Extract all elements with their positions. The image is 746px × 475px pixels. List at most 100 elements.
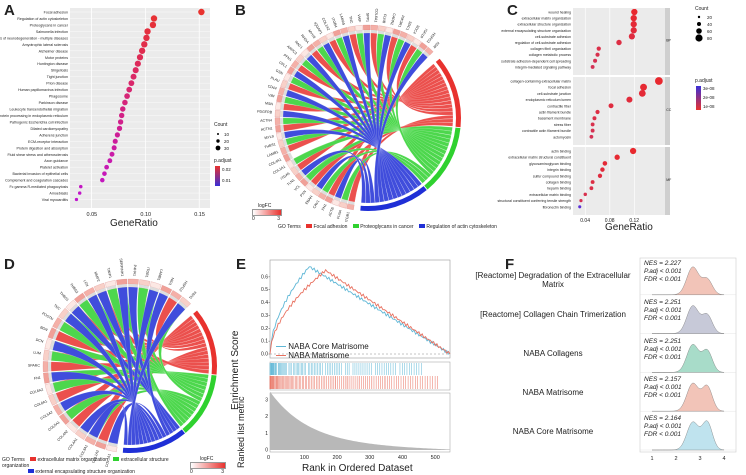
panel-b-gene-label: SPP1 [365, 13, 369, 22]
panel-b-gene-label: COL6A1 [374, 8, 379, 22]
panel-a-term-label: Human papillomavirus infection [18, 88, 68, 92]
panel-b-gene-segment [308, 181, 316, 188]
panel-b-gene-segment [404, 38, 413, 45]
panel-f-xtick: 3 [699, 456, 702, 462]
panel-b-gene-label: COL1A2 [321, 17, 330, 31]
panel-c-xtick: 0.12 [629, 218, 639, 224]
panel-d-gene-segment [128, 284, 139, 288]
panel-c-dot [578, 205, 582, 209]
panel-d-legend-item-0: extracellular matrix organization [37, 457, 109, 463]
panel-a-dotplot: 0.05 0.10 0.15 Focal adhesion Regulation of … [0, 8, 232, 218]
panel-a-dot [107, 158, 113, 164]
panel-f-stat-fdr: FDR < 0.001 [644, 276, 682, 283]
panel-d-letter: D [4, 256, 15, 273]
panel-d-gene-label: THBS1 [59, 291, 70, 302]
panel-d-logfc-title: logFC [200, 456, 214, 462]
panel-b-logfc-segment [363, 24, 371, 31]
panel-f-row-label: [Reactome] Collagen Chain Trimerization [480, 310, 626, 320]
panel-d-gene-label: MMP2 [93, 271, 100, 282]
panel-a-term-label: Amoebiasis [49, 192, 68, 196]
panel-e-ytick-bottom: 3 [265, 398, 268, 404]
panel-b-gene-segment [356, 30, 363, 34]
panel-f-ridge [652, 420, 725, 451]
panel-d-gene-label: THBS2 [69, 282, 79, 294]
panel-b-ribbon [293, 70, 411, 194]
panel-d-gene-segment [48, 372, 53, 383]
panel-d-gene-segment [96, 287, 107, 295]
panel-b-gene-segment [285, 82, 291, 90]
panel-c-padj-tick: 2e-08 [703, 95, 715, 100]
panel-a-term-label: Leukocyte transendothelial migration [9, 108, 68, 112]
panel-e-legend-core: NABA Core Matrisome [288, 342, 369, 351]
panel-f-stat-padj: P.adj < 0.001 [644, 423, 682, 431]
panel-b-gene-label: TLN1 [286, 178, 295, 187]
panel-f-stat-fdr: FDR < 0.001 [644, 353, 682, 361]
panel-c-term-label: fibronectin binding [543, 205, 571, 209]
panel-b-ribbon [363, 32, 394, 201]
panel-d-gene-segment [77, 297, 88, 306]
panel-b-gene-segment [417, 46, 425, 53]
panel-b-legend: GO Terms Focal adhesion Proteoglycans in… [278, 224, 497, 230]
panel-d-chord-diagram: COL1A1 COL1A2COL3A1COL4A1COL4A2COL5A1COL5… [28, 258, 217, 468]
panel-e-es-curve-matrisome [269, 268, 451, 355]
panel-b-gene-label: RAC1 [294, 40, 304, 50]
legend-swatch-blue-d [28, 469, 34, 473]
panel-a-term-label: ECM-receptor interaction [28, 140, 68, 144]
panel-e-xtick: 300 [365, 455, 374, 461]
panel-c-dot [600, 167, 605, 172]
panel-c-dot [583, 192, 587, 197]
panel-d-ribbon [107, 288, 187, 425]
panel-b-gene-segment [280, 117, 284, 125]
panel-b-gene-segment [314, 185, 322, 192]
panel-a-term-label: Viral myocarditis [42, 198, 68, 202]
panel-b-legend-item-2: Regulation of actin cytoskeleton [426, 224, 497, 230]
panel-a-term-label: Huntington disease [37, 62, 68, 66]
panel-b-gene-segment [280, 124, 285, 132]
panel-b-ribbon [322, 150, 429, 194]
panel-a-term-label: Focal adhesion [44, 11, 68, 15]
panel-f-xtick: 1 [651, 456, 654, 462]
panel-a-dot [116, 125, 123, 132]
panel-f-stat-nes: NES = 2.251 [644, 337, 682, 345]
panel-e-legend: NABA Core Matrisome NABA Matrisome [276, 342, 369, 360]
panel-b-gene-segment [377, 30, 385, 35]
panel-b-gene-label: CAV1 [312, 199, 320, 209]
panel-b-gene-segment [298, 170, 306, 178]
panel-a-dot [100, 177, 105, 183]
panel-a-term-label: Platelet activation [40, 166, 68, 170]
panel-a-term-label: Complement and coagulation cascades [5, 179, 68, 183]
panel-e-xtick: 400 [398, 455, 407, 461]
panel-a-dot [111, 145, 117, 151]
panel-b-logfc-tick-1: 3 [277, 216, 280, 222]
panel-b-gene-label: MSN [265, 101, 274, 106]
panel-b-gene-label: SDC1 [405, 21, 412, 31]
panel-b-logfc-segment [274, 109, 281, 118]
panel-b-logfc-segment [378, 25, 386, 32]
panel-a-term-label: Pathways of neurodegeneration - multiple… [0, 36, 68, 40]
panel-b-ribbon [342, 35, 398, 200]
panel-f-stat-padj: P.adj < 0.001 [644, 384, 682, 392]
panel-a-xtick: 0.10 [140, 212, 151, 218]
panel-d-gene-segment [52, 393, 60, 404]
panel-c-term-label: collagen binding [546, 181, 571, 185]
panel-c-padj-colorbar [696, 86, 701, 110]
panel-e-gsea-plot: 0.0 0.1 0.2 0.3 0.4 0.5 0.6 0 1 2 3 0 100 200 300 400 50… [261, 259, 451, 461]
panel-a-legend-size-dot [215, 145, 221, 151]
panel-a-term-label: Adherens junction [39, 133, 68, 137]
panel-b-gene-label: HSPG2 [426, 32, 437, 44]
panel-c-term-label: basement membrane [538, 117, 571, 121]
panel-d-gene-label: COL3A1 [79, 444, 89, 458]
panel-a-term-label: Bacterial invasion of epithelial cells [12, 172, 68, 176]
panel-f-ridge [652, 382, 725, 412]
panel-b-gene-label: CD44 [267, 84, 277, 91]
panel-a-legend-size-dot [217, 133, 219, 135]
panel-f-row-label: [Reactome] Degradation of the Extracellu… [475, 271, 631, 290]
panel-b-gene-segment [333, 196, 341, 202]
logfc-gradient-d [190, 462, 226, 469]
panel-b-gene-label: VWF [357, 14, 362, 23]
panel-c-legend-count-value: 40 [707, 22, 713, 27]
panel-f-stat-nes: NES = 2.157 [644, 376, 682, 384]
panel-d: D COL1A1 COL1A2 COL3A1 COL4A1 COL4A2 COL5A1 CO… [0, 238, 240, 475]
panel-d-gene-label: SPARC [28, 364, 41, 368]
panel-c-dot [590, 122, 595, 127]
